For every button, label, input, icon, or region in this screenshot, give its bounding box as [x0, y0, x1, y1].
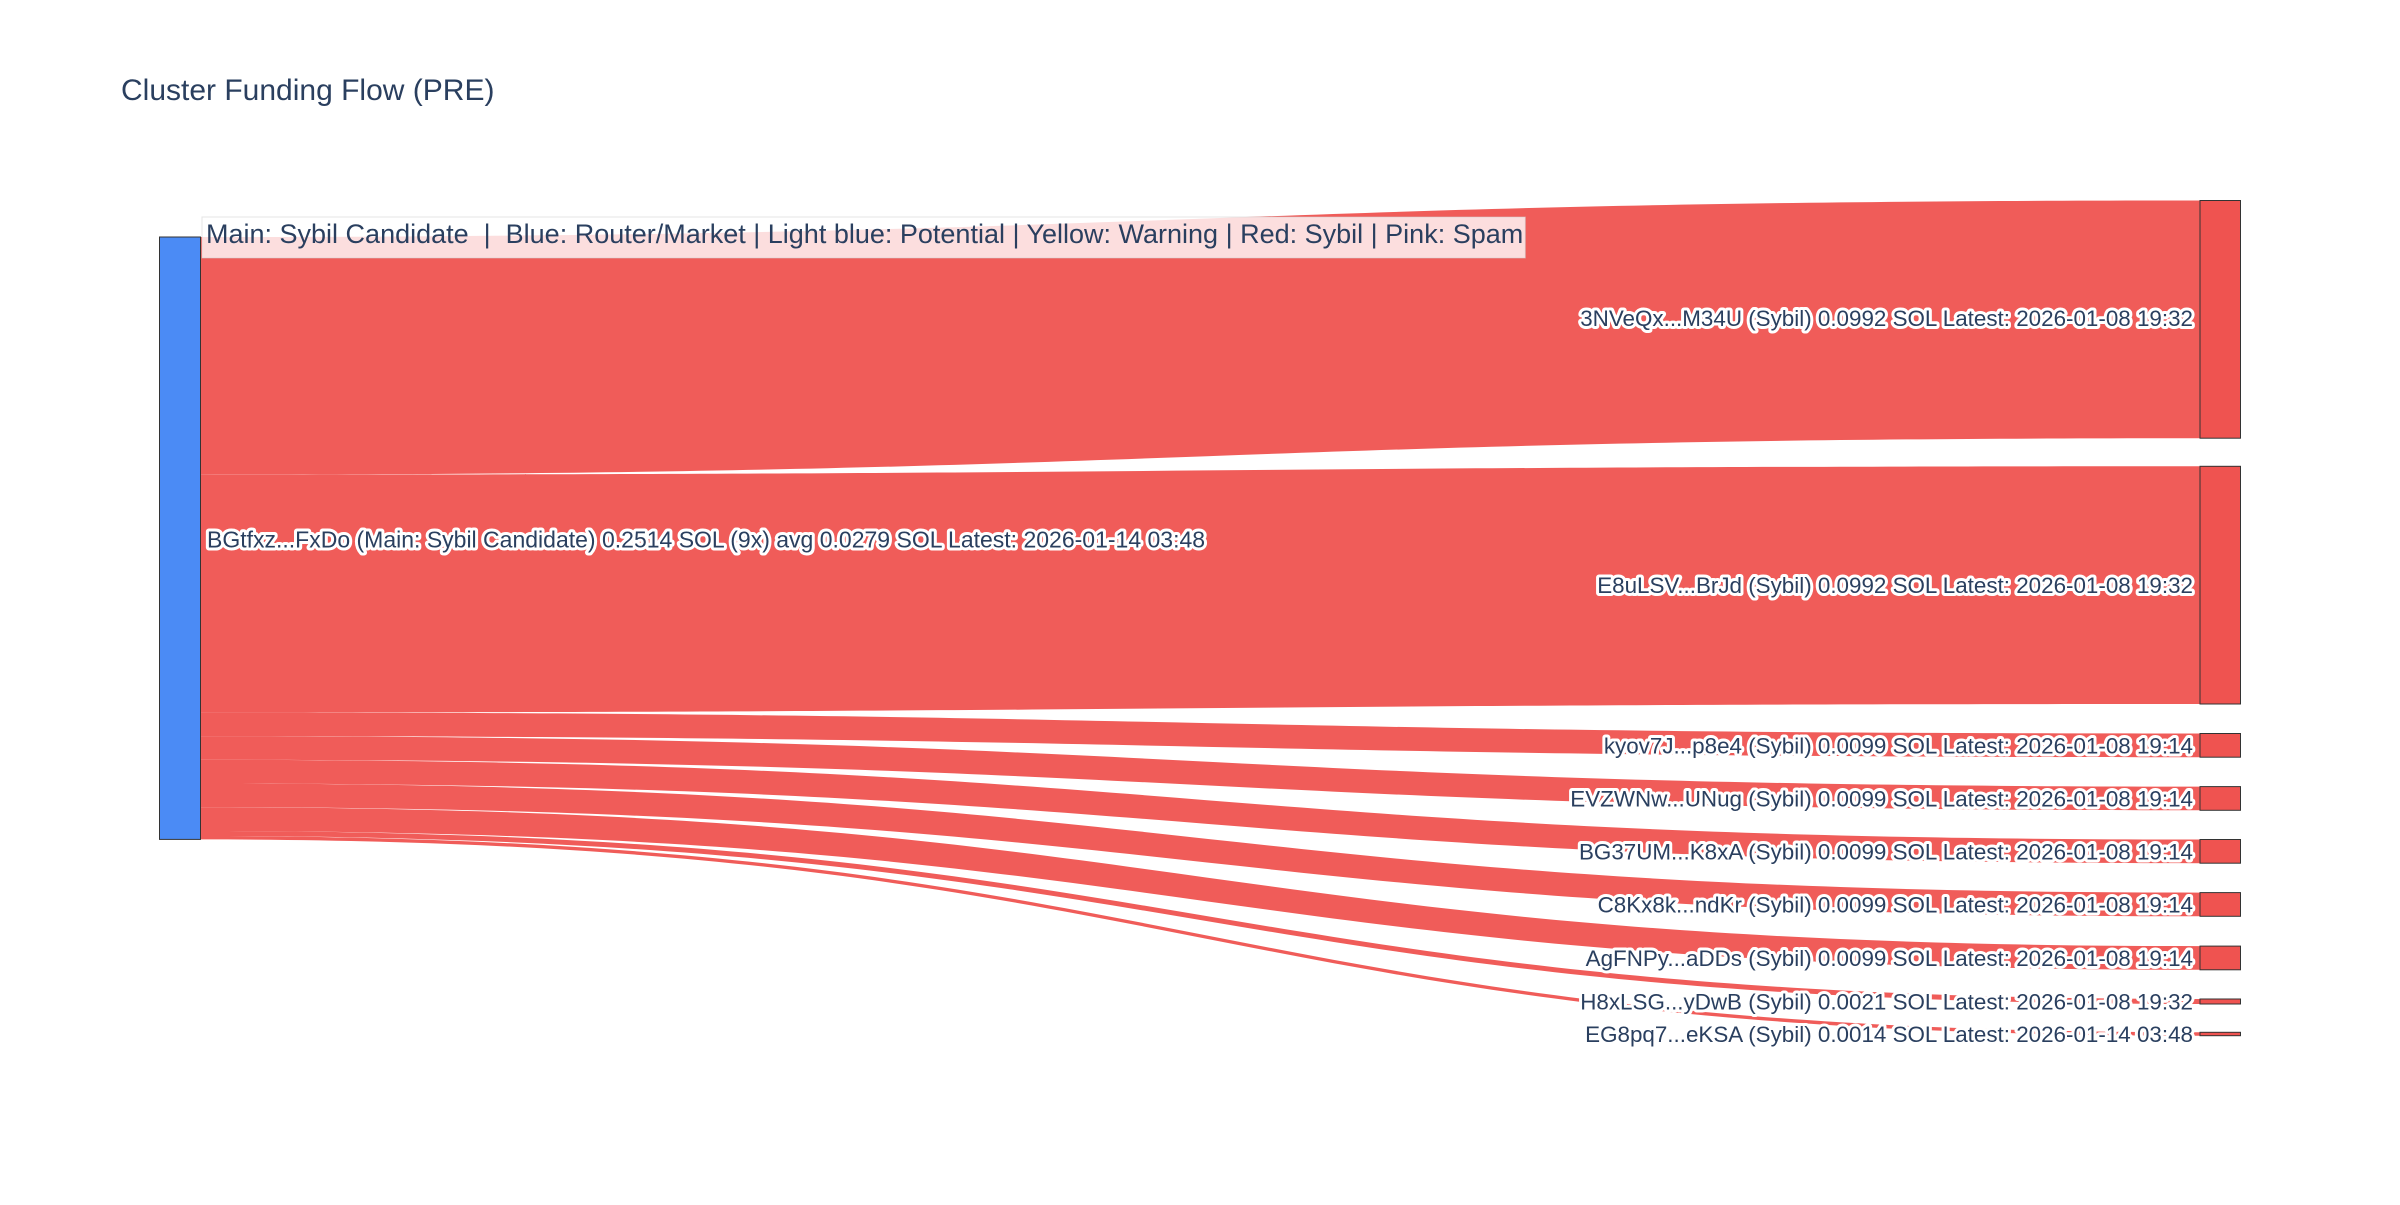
- svg-text:3NVeQx...M34U (Sybil) 0.0992 S: 3NVeQx...M34U (Sybil) 0.0992 SOL Latest:…: [1580, 306, 2193, 331]
- svg-text:H8xLSG...yDwB (Sybil) 0.0021 S: H8xLSG...yDwB (Sybil) 0.0021 SOL Latest:…: [1580, 990, 2193, 1015]
- svg-text:E8uLSV...BrJd (Sybil) 0.0992 S: E8uLSV...BrJd (Sybil) 0.0992 SOL Latest:…: [1597, 573, 2193, 598]
- svg-text:Cluster Funding Flow (PRE): Cluster Funding Flow (PRE): [121, 74, 494, 107]
- svg-text:BGtfxz...FxDo (Main: Sybil Can: BGtfxz...FxDo (Main: Sybil Candidate) 0.…: [207, 527, 1205, 553]
- svg-text:AgFNPy...aDDs (Sybil) 0.0099 S: AgFNPy...aDDs (Sybil) 0.0099 SOL Latest:…: [1586, 946, 2193, 971]
- svg-text:BG37UM...K8xA (Sybil) 0.0099 S: BG37UM...K8xA (Sybil) 0.0099 SOL Latest:…: [1579, 840, 2193, 865]
- svg-text:EVZWNw...UNug (Sybil) 0.0099 S: EVZWNw...UNug (Sybil) 0.0099 SOL Latest:…: [1570, 787, 2193, 812]
- svg-text:Main: Sybil Candidate | Blue: Main: Sybil Candidate | Blue: Router/Mar…: [206, 219, 1523, 249]
- svg-text:EG8pq7...eKSA (Sybil) 0.0014 S: EG8pq7...eKSA (Sybil) 0.0014 SOL Latest:…: [1585, 1022, 2193, 1047]
- svg-text:kyov7J...p8e4 (Sybil) 0.0099 S: kyov7J...p8e4 (Sybil) 0.0099 SOL Latest:…: [1604, 734, 2193, 759]
- svg-text:C8Kx8k...ndKr (Sybil) 0.0099 S: C8Kx8k...ndKr (Sybil) 0.0099 SOL Latest:…: [1598, 893, 2193, 918]
